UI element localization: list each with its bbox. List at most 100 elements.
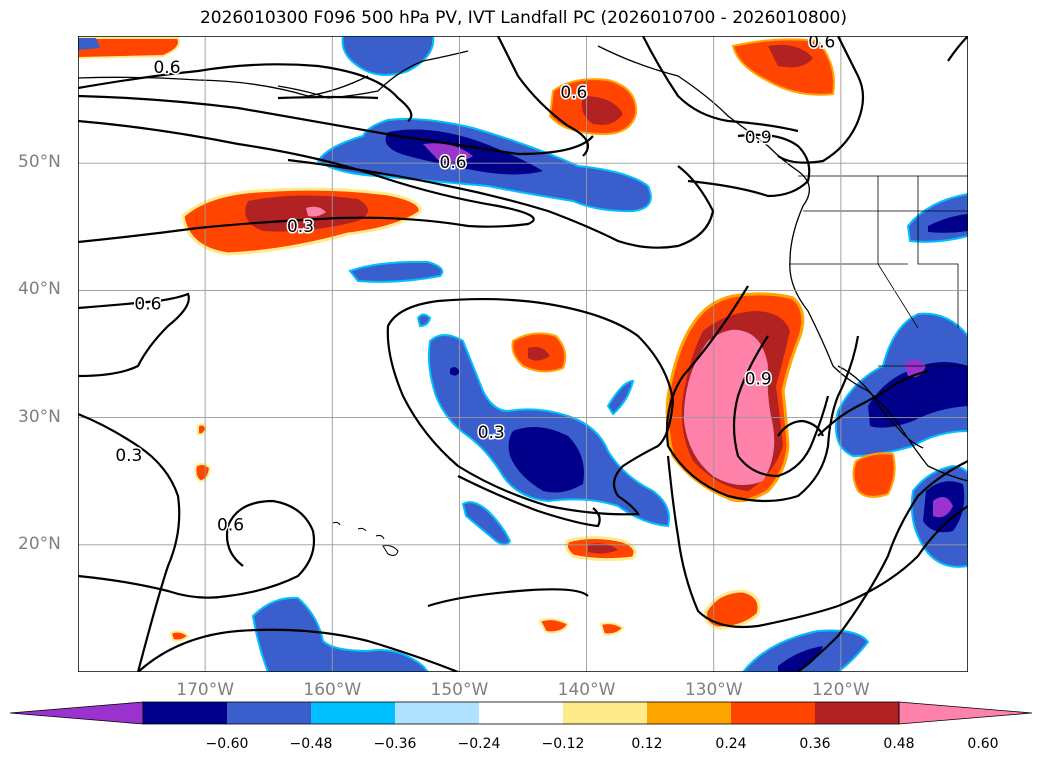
colorbar — [10, 701, 1033, 725]
colorbar-tick-label: −0.60 — [205, 736, 249, 752]
contour-label: 0.9 — [745, 369, 772, 389]
positive-anomaly-region — [538, 618, 570, 634]
contour-line — [687, 133, 811, 198]
longitude-tick-label: 140°W — [557, 680, 616, 700]
contour-label: 0.6 — [153, 58, 180, 78]
colorbar-extension-low — [10, 701, 144, 725]
latitude-tick-label: 20°N — [18, 533, 61, 554]
contour-labels: 0.6 0.3 0.6 0.6 0.6 0.9 0.6 0.3 0.6 0.3 0.9 — [114, 36, 837, 537]
negative-anomaly-region — [251, 596, 430, 672]
colorbar-tick-label: −0.36 — [373, 736, 417, 752]
contour-line — [78, 63, 413, 122]
contour-line — [642, 36, 799, 133]
positive-anomaly-region — [78, 37, 180, 60]
negative-anomaly-region — [933, 497, 953, 518]
aleutian-islands — [78, 75, 369, 97]
latitude-tick-label: 50°N — [18, 152, 61, 173]
negative-anomaly-region — [461, 501, 512, 546]
positive-anomaly-region — [197, 423, 208, 436]
colorbar-segment — [563, 702, 648, 724]
contour-label: 0.6 — [134, 294, 161, 314]
ivt-contours — [78, 36, 968, 672]
hawaiian-islands — [332, 521, 399, 556]
longitude-tick-label: 150°W — [430, 680, 489, 700]
contour-label: 0.6 — [440, 153, 467, 173]
alaska-coastline — [277, 50, 469, 99]
colorbar-tick-label: 0.24 — [715, 736, 747, 752]
contour-label: 0.6 — [808, 36, 835, 52]
colorbar-segment — [815, 702, 900, 724]
contour-line — [777, 36, 865, 164]
contour-line — [797, 460, 968, 672]
colorbar-frame — [142, 701, 900, 725]
contour-line — [497, 36, 590, 157]
colorbar-segment — [395, 702, 480, 724]
contour-line — [777, 419, 825, 437]
contour-line — [78, 412, 181, 672]
colorbar-tick-label: 0.60 — [967, 736, 999, 752]
contour-line — [78, 499, 316, 599]
negative-anomaly-region — [341, 36, 435, 76]
contour-line — [457, 475, 601, 528]
contour-label: 0.3 — [115, 446, 142, 466]
positive-anomaly-region — [581, 96, 623, 125]
idaho-border — [917, 176, 959, 328]
contour-line — [665, 285, 860, 503]
colorbar-tick-label: −0.24 — [457, 736, 501, 752]
contour-line — [386, 297, 675, 516]
contour-label: 0.3 — [478, 423, 505, 443]
colorbar-tick-label: −0.12 — [541, 736, 585, 752]
positive-anomaly-region — [306, 206, 326, 217]
colorbar-segment — [479, 702, 564, 724]
colorbar-tick-label: 0.36 — [799, 736, 831, 752]
colorbar-tick-label: 0.48 — [883, 736, 915, 752]
borders — [790, 175, 968, 367]
colorbar-extension-high — [898, 701, 1033, 725]
contour-label: 0.6 — [560, 83, 587, 103]
positive-anomaly-region — [731, 38, 835, 96]
coastlines — [78, 45, 968, 482]
positive-anomaly-region — [169, 630, 190, 642]
latitude-tick-label: 30°N — [18, 406, 61, 427]
negative-anomaly-region — [416, 313, 432, 328]
contour-label: 0.6 — [217, 516, 244, 536]
colorbar-segment — [311, 702, 396, 724]
colorbar-tick-label: 0.12 — [631, 736, 663, 752]
positive-anomaly-region — [599, 622, 625, 636]
longitude-tick-label: 160°W — [303, 680, 362, 700]
colorbar-segment — [143, 702, 228, 724]
positive-anomaly-region — [704, 589, 761, 630]
latitude-tick-label: 40°N — [18, 279, 61, 300]
contour-line — [947, 36, 968, 62]
negative-anomaly-region — [348, 260, 444, 283]
contour-line — [427, 455, 968, 629]
colorbar-segment — [731, 702, 816, 724]
map-title: 2026010300 F096 500 hPa PV, IVT Landfall… — [199, 8, 847, 28]
negative-anomaly-region — [508, 427, 584, 493]
contour-line — [78, 94, 594, 156]
negative-anomaly-region — [450, 367, 460, 376]
north-america-coastline — [597, 45, 968, 482]
longitude-tick-label: 170°W — [176, 680, 235, 700]
negative-anomaly-region — [928, 214, 968, 233]
colorbar-tick-label: −0.48 — [289, 736, 333, 752]
positive-anomaly-region — [528, 347, 550, 361]
colorbar-segment — [227, 702, 312, 724]
negative-anomaly-region — [78, 38, 100, 50]
colorbar-segment — [647, 702, 732, 724]
contour-label: 0.3 — [287, 217, 314, 237]
contour-line — [732, 335, 830, 478]
map-panel: 0.6 0.3 0.6 0.6 0.6 0.9 0.6 0.3 0.6 0.3 0.9 — [78, 36, 968, 672]
contour-line — [137, 628, 459, 672]
negative-anomaly-region — [423, 143, 473, 163]
negative-anomaly-region — [868, 362, 968, 428]
longitude-tick-label: 120°W — [811, 680, 870, 700]
contour-label: 0.9 — [745, 128, 772, 148]
positive-anomaly-region — [194, 462, 212, 483]
nevada-border — [877, 176, 919, 329]
longitude-tick-label: 130°W — [684, 680, 743, 700]
positive-anomaly-region — [852, 452, 896, 498]
contour-line — [78, 119, 535, 244]
positive-anomaly-region — [588, 543, 618, 554]
contour-line — [287, 158, 715, 249]
